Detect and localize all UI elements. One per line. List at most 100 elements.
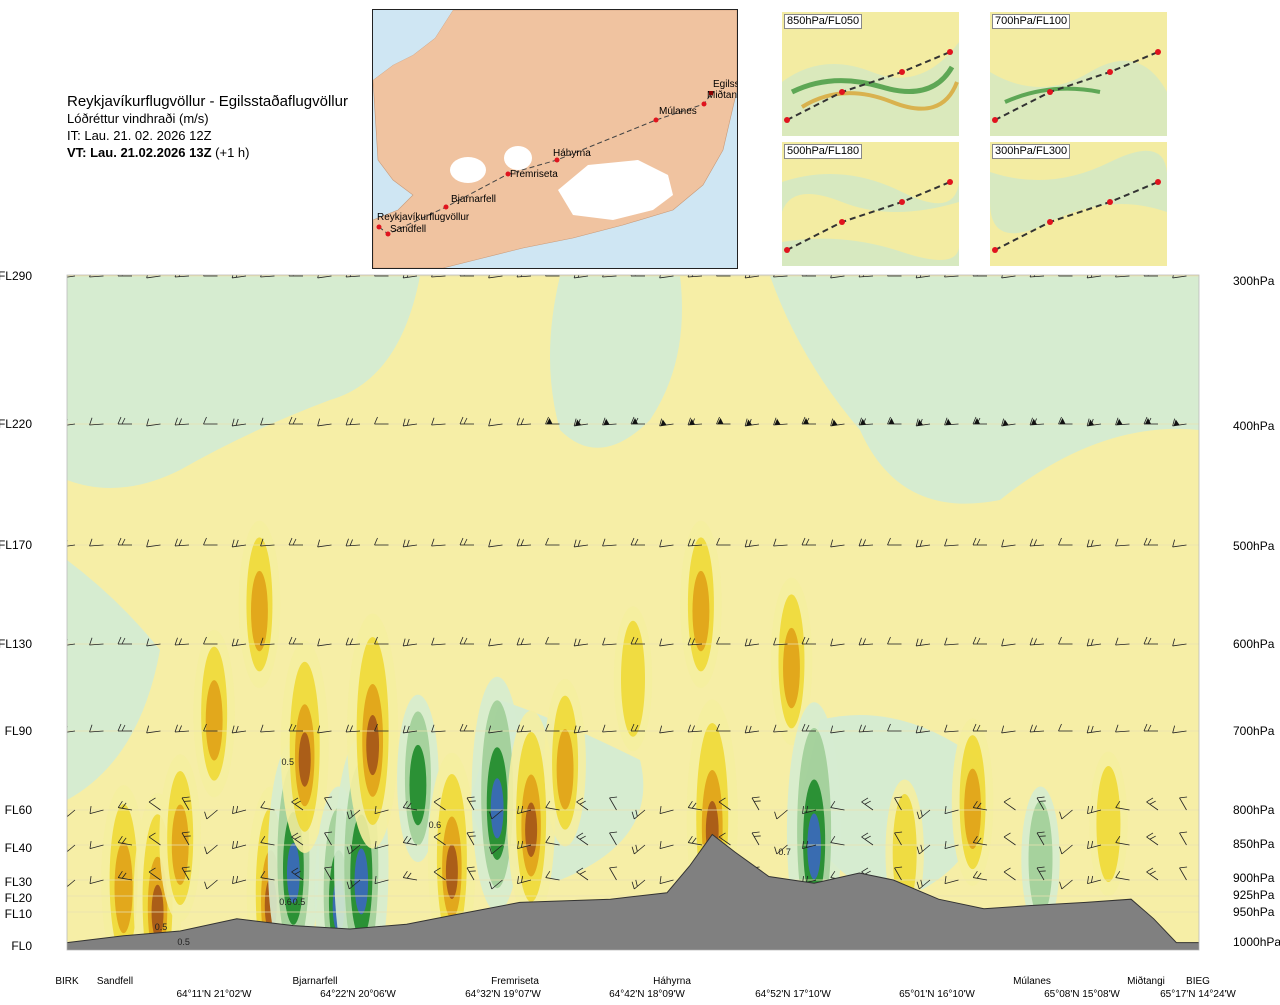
location-coord: 64°32'N 19°07'W <box>465 989 541 1000</box>
contour-label: 0.7 <box>778 847 791 857</box>
wind-barb <box>972 275 987 277</box>
wind-barb <box>402 800 418 811</box>
wind-barb <box>488 275 503 279</box>
flight-level-label: FL40 <box>5 841 33 855</box>
chart-header: Reykjavíkurflugvöllur - Egilsstaðaflugvö… <box>67 93 348 161</box>
wind-barb <box>345 275 361 278</box>
flight-level-label: FL130 <box>0 637 32 651</box>
wind-barb <box>573 725 589 734</box>
flight-level-label: FL290 <box>0 269 32 283</box>
pressure-label: 900hPa <box>1233 871 1275 885</box>
flight-level-label: FL10 <box>5 907 33 921</box>
location-coord: 65°17'N 14°24'W <box>1160 989 1236 1000</box>
plot-frame <box>66 274 1200 951</box>
location-name: BIEG <box>1186 976 1210 987</box>
wind-barb <box>545 723 560 732</box>
wind-barb <box>181 831 191 846</box>
wind-barb <box>374 537 389 546</box>
wind-barb <box>602 417 617 426</box>
wind-barb <box>716 275 731 277</box>
wind-barb <box>972 416 987 425</box>
wind-barb <box>1029 724 1045 733</box>
location-coord: 65°01'N 16°10'W <box>899 989 975 1000</box>
band-upper-mid <box>550 276 682 448</box>
wind-barb <box>459 416 474 425</box>
wind-barb <box>174 637 190 646</box>
route-map: Reykjavíkurflugvöllur Sandfell Bjarnarfe… <box>372 9 738 269</box>
wind-barb <box>573 418 589 427</box>
wind-barb <box>1001 418 1016 427</box>
wind-barb <box>459 723 474 732</box>
wind-barb <box>203 275 218 277</box>
wind-barb <box>687 538 703 547</box>
wind-barb <box>1172 638 1187 647</box>
wind-barb <box>1058 723 1073 732</box>
wind-barb <box>291 867 304 881</box>
wind-barb <box>516 637 532 646</box>
wind-barb <box>1115 417 1130 426</box>
wind-barb <box>802 805 817 815</box>
svg-text:Bjarnarfell: Bjarnarfell <box>451 194 496 205</box>
wind-barb <box>573 275 589 279</box>
wind-barb <box>324 831 333 846</box>
wind-barb <box>1003 797 1016 811</box>
wind-barb <box>67 275 76 279</box>
wind-barb <box>687 637 703 646</box>
wind-barb <box>1086 638 1102 647</box>
wind-barb <box>1115 724 1130 733</box>
wind-barb <box>858 417 874 426</box>
wind-barb <box>89 806 104 815</box>
wind-barb <box>1087 875 1102 885</box>
wind-barb <box>231 539 247 548</box>
wind-barb <box>1058 537 1073 546</box>
wind-barb <box>317 418 332 427</box>
velocity-cell <box>280 640 329 854</box>
wind-barb <box>374 841 389 850</box>
mini-map-300-svg <box>990 142 1167 266</box>
wind-barb <box>345 538 361 547</box>
wind-barb <box>260 724 275 733</box>
wind-barb <box>231 418 247 427</box>
wind-barb <box>345 724 361 733</box>
wind-barb <box>944 841 959 850</box>
wind-barb <box>148 867 161 881</box>
waypoint-egilsstadir: Egilsstaðir <box>709 78 737 95</box>
wind-barb <box>317 725 332 734</box>
terrain-profile <box>67 833 1199 950</box>
wind-barb <box>345 417 361 426</box>
flight-level-label: FL60 <box>5 803 33 817</box>
wind-barb <box>1115 538 1130 547</box>
wind-barb <box>117 537 132 546</box>
wind-barb <box>801 537 816 546</box>
wind-barb <box>916 879 931 890</box>
velocity-cell <box>1089 751 1128 897</box>
wind-barb <box>288 416 303 425</box>
wind-barb <box>67 638 76 647</box>
wind-barb <box>830 835 845 846</box>
wind-barb <box>944 538 959 547</box>
wind-barb <box>915 539 931 548</box>
wind-barb <box>1115 800 1130 811</box>
wind-barb <box>659 876 674 885</box>
wind-barb <box>174 275 190 278</box>
svg-text:Egilsstaðir: Egilsstaðir <box>713 78 737 90</box>
wind-barb <box>433 797 446 811</box>
wind-barb <box>516 417 532 426</box>
wind-barb <box>117 835 133 846</box>
wind-barb <box>459 537 474 546</box>
wind-barb <box>288 537 303 546</box>
wind-barb <box>751 831 761 846</box>
flight-level-label: FL90 <box>5 724 33 738</box>
wind-barb <box>744 725 760 734</box>
wind-barb <box>67 539 76 548</box>
svg-text:Háhyrna: Háhyrna <box>553 148 591 159</box>
wind-barb <box>915 275 931 279</box>
wind-barb <box>801 636 816 645</box>
wind-barb <box>174 724 190 733</box>
wind-barb <box>402 418 418 427</box>
wind-barb <box>1179 866 1188 881</box>
product-title: Lóðréttur vindhraði (m/s) <box>67 111 209 126</box>
wind-barb <box>516 275 532 278</box>
wind-barb <box>718 832 731 846</box>
